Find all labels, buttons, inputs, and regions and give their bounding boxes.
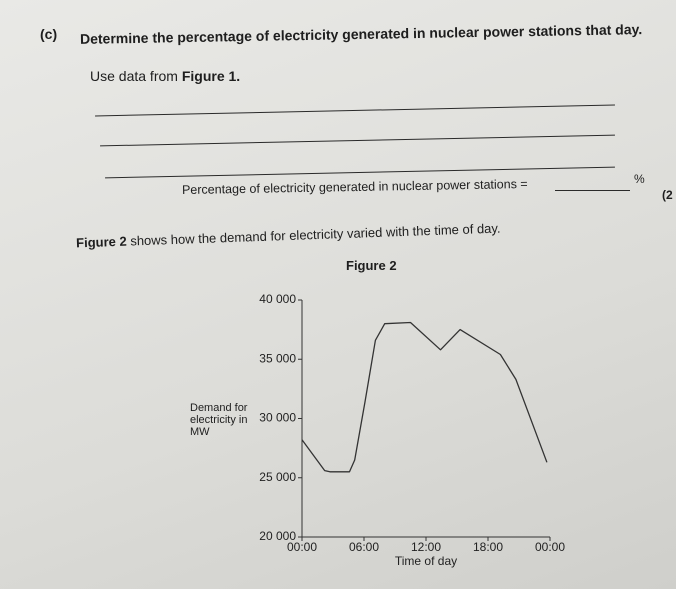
x-axis-label: Time of day — [395, 554, 457, 568]
chart-title: Figure 2 — [346, 258, 397, 273]
x-tick-label: 00:00 — [535, 540, 565, 554]
question-label: (c) — [40, 26, 58, 42]
instruction-prefix: Use data from — [90, 68, 178, 84]
y-tick-label: 35 000 — [259, 351, 296, 365]
instruction-ref: Figure 1. — [181, 68, 241, 84]
y-axis-label: Demand for electricity in MW — [190, 402, 248, 438]
answer-blank — [555, 190, 630, 191]
marks: (2 — [662, 188, 673, 202]
x-tick-label: 06:00 — [349, 540, 379, 554]
x-tick-label: 00:00 — [287, 540, 317, 554]
y-tick-label: 40 000 — [259, 292, 296, 306]
x-tick-label: 18:00 — [473, 540, 503, 554]
demand-line — [301, 321, 548, 473]
answer-unit: % — [634, 172, 645, 186]
x-tick-label: 12:00 — [411, 540, 441, 554]
y-tick-label: 30 000 — [259, 411, 296, 425]
instruction: Use data from Figure 1. — [90, 68, 240, 84]
y-tick-label: 25 000 — [259, 470, 296, 484]
y-tick-label: 20 000 — [259, 529, 296, 543]
